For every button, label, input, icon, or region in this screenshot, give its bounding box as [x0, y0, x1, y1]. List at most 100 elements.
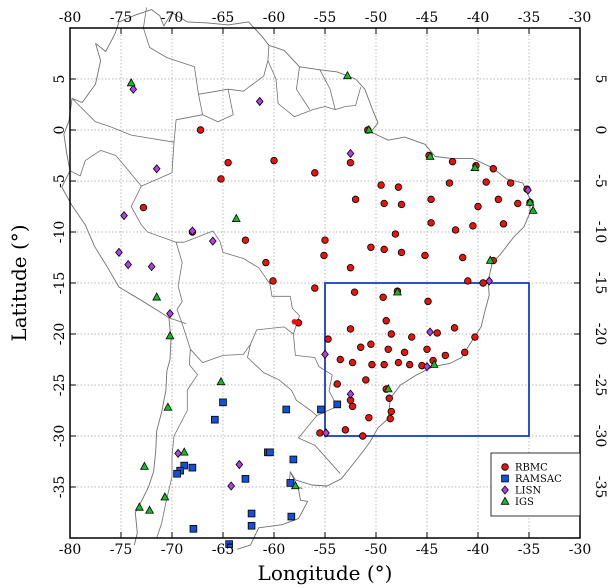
igs-station-marker	[392, 287, 402, 296]
x-tick-label-bottom: -80	[59, 542, 82, 558]
rbmc-station-marker	[451, 226, 460, 234]
igs-station-marker	[216, 376, 226, 386]
lisn-station-marker	[120, 211, 128, 221]
rbmc-station-marker	[474, 202, 482, 211]
rbmc-station-marker	[450, 324, 459, 332]
country-border	[198, 45, 270, 95]
lisn-station-marker	[346, 389, 355, 399]
rbmc-station-marker	[367, 243, 375, 251]
igs-station-marker	[364, 124, 374, 134]
country-border	[202, 89, 234, 123]
rbmc-station-marker	[391, 230, 400, 238]
legend-marker-rbmc	[501, 463, 509, 471]
rbmc-station-marker	[424, 297, 432, 306]
lisn-station-marker	[423, 362, 431, 372]
rbmc-station-marker	[367, 340, 375, 348]
rbmc-station-marker	[333, 380, 341, 388]
y-tick-label-right: -30	[592, 425, 608, 448]
rbmc-station-marker	[405, 360, 414, 369]
igs-station-marker	[179, 447, 189, 456]
lisn-station-marker	[166, 308, 174, 319]
country-border	[69, 150, 142, 187]
igs-station-marker	[163, 402, 173, 411]
rbmc-station-marker	[262, 258, 270, 267]
rbmc-station-marker	[368, 360, 376, 369]
ramsac-station-marker	[333, 400, 342, 409]
x-axis-title: Longitude (°)	[258, 561, 393, 585]
x-tick-label-top: -55	[314, 10, 337, 26]
rbmc-station-marker	[379, 293, 387, 301]
axis-ticks: -80-80-75-75-70-70-65-65-60-60-55-55-50-…	[52, 10, 608, 558]
lisn-station-marker	[321, 349, 329, 360]
y-tick-label-left: 5	[52, 75, 68, 84]
country-border	[296, 66, 311, 110]
rbmc-station-marker	[427, 195, 435, 204]
lisn-station-marker	[147, 262, 156, 272]
x-tick-label-bottom: -30	[569, 542, 592, 558]
y-tick-label-right: 0	[592, 126, 608, 135]
igs-station-marker	[290, 480, 300, 490]
legend-label-igs: IGS	[515, 497, 534, 508]
lisn-station-marker	[426, 327, 434, 337]
rbmc-station-marker	[489, 165, 497, 173]
rbmc-station-marker	[469, 222, 477, 230]
ramsac-station-marker	[189, 525, 198, 533]
y-tick-label-right: -25	[592, 374, 608, 397]
country-border	[267, 60, 362, 118]
x-tick-label-top: -40	[467, 10, 490, 26]
ramsac-station-marker	[289, 455, 298, 464]
ramsac-station-marker	[173, 469, 181, 478]
rbmc-station-marker	[351, 195, 360, 204]
lisn-station-marker	[208, 236, 217, 246]
rbmc-station-marker	[423, 345, 431, 353]
rbmc-station-marker	[382, 317, 390, 325]
country-border	[156, 349, 198, 539]
rbmc-station-marker	[464, 277, 472, 285]
x-tick-label-bottom: -60	[263, 542, 286, 558]
rbmc-station-marker	[348, 402, 357, 411]
x-tick-label-bottom: -50	[365, 542, 388, 558]
ramsac-station-marker	[219, 398, 227, 407]
x-tick-label-top: -30	[569, 10, 592, 26]
country-border	[168, 317, 187, 325]
ramsac-station-marker	[180, 461, 189, 470]
legend-marker-igs	[500, 496, 510, 505]
rbmc-station-marker	[377, 181, 385, 189]
lisn-station-marker	[524, 185, 532, 195]
ramsac-station-marker	[286, 479, 295, 487]
rbmc-station-marker	[448, 157, 457, 166]
coastline	[71, 43, 102, 103]
y-tick-label-right: -10	[592, 221, 608, 244]
x-tick-label-bottom: -55	[314, 542, 337, 558]
rbmc-station-marker	[397, 200, 406, 209]
rbmc-station-marker	[427, 219, 435, 227]
x-tick-label-top: -45	[416, 10, 439, 26]
rbmc-station-marker	[224, 158, 232, 167]
igs-station-marker	[485, 255, 495, 264]
igs-station-marker	[470, 162, 480, 171]
igs-station-marker	[134, 502, 144, 511]
rbmc-station-marker	[324, 335, 332, 343]
x-tick-label-top: -75	[110, 10, 133, 26]
legend-label-rbmc: RBMC	[515, 463, 548, 474]
rbmc-station-marker	[445, 179, 454, 187]
rbmc-station-marker	[139, 203, 148, 212]
ramsac-station-marker	[247, 509, 256, 518]
rbmc-station-marker	[471, 333, 479, 341]
y-tick-label-left: -35	[52, 476, 68, 499]
country-border	[130, 7, 203, 243]
y-tick-label-right: -15	[592, 272, 608, 295]
rbmc-station-marker	[217, 175, 225, 183]
lisn-station-marker	[129, 84, 138, 94]
legend-marker-lisn	[501, 485, 509, 495]
rbmc-station-marker	[365, 413, 373, 422]
rbmc-station-marker	[387, 407, 395, 416]
igs-station-marker	[165, 331, 175, 340]
lisn-station-marker	[115, 247, 123, 258]
rbmc-station-marker	[336, 355, 344, 364]
series-igs	[126, 70, 538, 514]
country-border	[319, 69, 336, 110]
rbmc-station-marker	[408, 333, 416, 341]
rbmc-station-marker	[482, 178, 490, 186]
y-axis-title: Latitude (°)	[7, 224, 31, 341]
